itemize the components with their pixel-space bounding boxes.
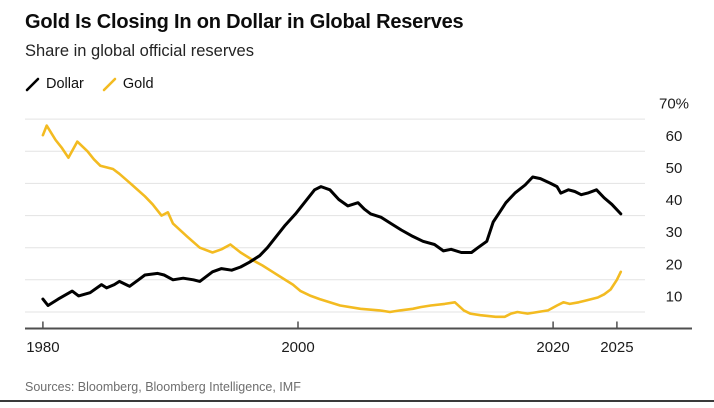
x-axis-label-2025: 2025 [600,339,633,356]
x-axis-label-1980: 1980 [26,339,59,356]
legend-item-dollar: Dollar [25,76,84,92]
bottom-rule [0,400,714,402]
dollar-series-line [41,175,623,307]
legend: Dollar Gold [25,76,154,92]
y-axis-label-10: 10 [666,289,683,306]
y-axis-label-70: 70% [659,96,689,113]
y-axis-label-60: 60 [666,128,683,145]
legend-label-dollar: Dollar [46,76,84,92]
x-axis-label-2000: 2000 [281,339,314,356]
y-axis-label-50: 50 [666,160,683,177]
chart-subtitle: Share in global official reserves [25,42,254,60]
legend-item-gold: Gold [102,76,154,92]
x-axis-label-2020: 2020 [536,339,569,356]
legend-label-gold: Gold [122,76,154,92]
y-axis-label-40: 40 [666,192,683,209]
y-axis-label-30: 30 [666,224,683,241]
gold-series-line [41,124,623,319]
page-title: Gold Is Closing In on Dollar in Global R… [25,11,464,33]
dollar-line-swatch-icon [25,77,40,91]
gold-line-swatch-icon [102,77,117,91]
y-axis-label-20: 20 [666,256,683,273]
source-note: Sources: Bloomberg, Bloomberg Intelligen… [25,380,301,394]
